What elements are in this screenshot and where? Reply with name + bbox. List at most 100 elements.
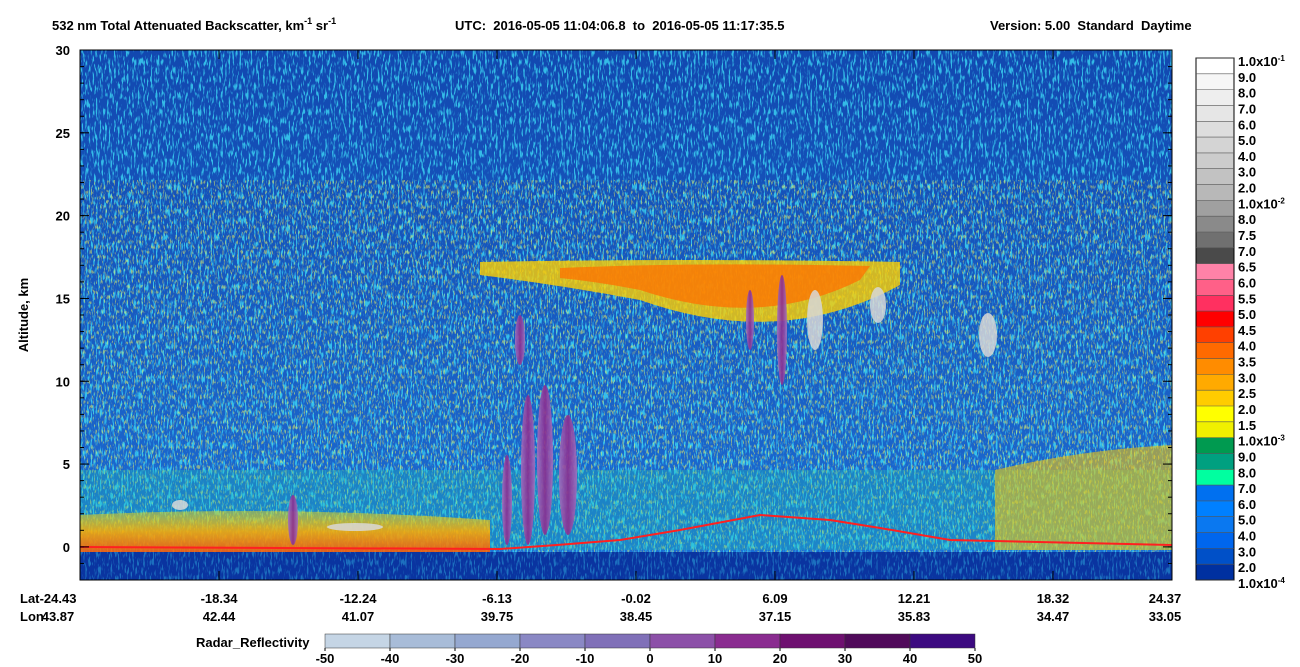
colorbar-swatch: [1196, 358, 1234, 375]
colorbar-swatch: [1196, 200, 1234, 217]
colorbar-label: 8.0: [1238, 86, 1256, 101]
colorbar-label: 4.5: [1238, 323, 1256, 338]
colorbar-label-text: 2.0: [1238, 181, 1256, 196]
lon-label: 34.47: [1037, 609, 1070, 624]
radar-tick-label: 0: [646, 651, 653, 666]
colorbar-label: 9.0: [1238, 449, 1256, 464]
colorbar-label: 5.0: [1238, 133, 1256, 148]
colorbar-label-text: 8.0: [1238, 86, 1256, 101]
radar-tick-label: -40: [381, 651, 400, 666]
backscatter-image: [80, 50, 1172, 580]
colorbar-swatch: [1196, 137, 1234, 154]
y-tick-label: 30: [56, 43, 70, 58]
colorbar-label-text: 2.5: [1238, 386, 1256, 401]
colorbar-label: 4.0: [1238, 529, 1256, 544]
colorbar-label-text: 8.0: [1238, 465, 1256, 480]
colorbar-swatch: [1196, 89, 1234, 106]
colorbar-label: 3.5: [1238, 355, 1256, 370]
radar-swatch: [389, 633, 456, 649]
colorbar-swatch: [1196, 437, 1234, 454]
colorbar-label: 1.0x10-1: [1238, 54, 1285, 69]
version: Version: 5.00 Standard Daytime: [990, 18, 1192, 33]
colorbar-label: 5.0: [1238, 307, 1256, 322]
colorbar-swatch: [1196, 121, 1234, 138]
colorbar-label: 2.5: [1238, 386, 1256, 401]
colorbar-label-text: 5.5: [1238, 291, 1256, 306]
colorbar-label-text: 3.0: [1238, 370, 1256, 385]
colorbar-label-text: 9.0: [1238, 449, 1256, 464]
colorbar-swatch: [1196, 152, 1234, 170]
colorbar-label-text: 4.0: [1238, 529, 1256, 544]
colorbar-label: 9.0: [1238, 70, 1256, 85]
radar-tick-label: 50: [968, 651, 982, 666]
colorbar-label-text: 5.0: [1238, 513, 1256, 528]
colorbar-label-text: 1.0x10: [1238, 54, 1278, 69]
colorbar-label: 7.5: [1238, 228, 1256, 243]
colorbar-label-text: 4.5: [1238, 323, 1256, 338]
colorbar-label-text: 7.0: [1238, 101, 1256, 116]
colorbar-swatch: [1196, 500, 1234, 518]
radar-tick-label: 30: [838, 651, 852, 666]
title: 532 nm Total Attenuated Backscatter, km-…: [52, 16, 336, 33]
radar-label: Radar_Reflectivity: [196, 635, 310, 650]
colorbar-label-exp: -4: [1278, 576, 1286, 585]
radar-swatch: [714, 633, 781, 649]
colorbar-label: 1.0x10-2: [1238, 196, 1285, 211]
colorbar-swatch: [1196, 485, 1234, 502]
colorbar-label-text: 1.0x10: [1238, 576, 1278, 591]
colorbar-label-text: 6.0: [1238, 117, 1256, 132]
lon-label: 37.15: [759, 609, 792, 624]
colorbar-swatch: [1196, 295, 1234, 312]
colorbar-swatch: [1196, 184, 1234, 201]
colorbar-swatch: [1196, 390, 1234, 407]
colorbar-label-text: 4.0: [1238, 339, 1256, 354]
colorbar-label-exp: -2: [1278, 196, 1286, 205]
lon-label: 43.87: [42, 609, 75, 624]
colorbar-swatch: [1196, 406, 1234, 423]
colorbar-label-text: 6.0: [1238, 275, 1256, 290]
radar-tick-label: 40: [903, 651, 917, 666]
colorbar-swatch: [1196, 263, 1234, 280]
colorbar-label-text: 6.0: [1238, 497, 1256, 512]
colorbar-swatch: [1196, 374, 1234, 391]
y-tick-label: 5: [63, 457, 70, 472]
colorbar-label: 8.0: [1238, 212, 1256, 227]
radar-swatch: [844, 633, 911, 649]
colorbar-label-text: 6.5: [1238, 260, 1256, 275]
radar-tick-label: 20: [773, 651, 787, 666]
colorbar-swatch: [1196, 279, 1234, 296]
colorbar-label-text: 8.0: [1238, 212, 1256, 227]
radar-swatch: [454, 633, 521, 649]
colorbar-label-text: 7.5: [1238, 228, 1256, 243]
colorbar-label-text: 7.0: [1238, 244, 1256, 259]
y-axis-label: Altitude, km: [16, 278, 31, 352]
colorbar-swatch: [1196, 232, 1234, 249]
colorbar-label-text: 5.0: [1238, 307, 1256, 322]
colorbar-label-text: 2.0: [1238, 402, 1256, 417]
lat-label: -12.24: [340, 591, 378, 606]
lon-label: 38.45: [620, 609, 653, 624]
y-tick-label: 20: [56, 209, 70, 224]
colorbar-swatch: [1196, 216, 1234, 233]
colorbar-label: 1.0x10-4: [1238, 576, 1285, 591]
colorbar-label: 7.0: [1238, 481, 1256, 496]
colorbar-swatch: [1196, 311, 1234, 328]
colorbar-label: 5.5: [1238, 291, 1256, 306]
radar-swatch: [519, 633, 586, 649]
colorbar-label-text: 3.0: [1238, 544, 1256, 559]
colorbar-label: 2.0: [1238, 181, 1256, 196]
colorbar-swatch: [1196, 453, 1234, 470]
colorbar-swatch: [1196, 532, 1234, 549]
colorbar-label-text: 9.0: [1238, 70, 1256, 85]
lat-label: -6.13: [482, 591, 512, 606]
colorbar-label: 1.0x10-3: [1238, 434, 1285, 449]
colorbar-label: 7.0: [1238, 101, 1256, 116]
colorbar-label: 4.0: [1238, 149, 1256, 164]
colorbar-label-text: 1.0x10: [1238, 434, 1278, 449]
lon-label: 33.05: [1149, 609, 1182, 624]
colorbar-swatch: [1196, 548, 1234, 565]
colorbar-label: 8.0: [1238, 465, 1256, 480]
colorbar-label: 6.0: [1238, 117, 1256, 132]
colorbar-label-text: 1.5: [1238, 418, 1256, 433]
